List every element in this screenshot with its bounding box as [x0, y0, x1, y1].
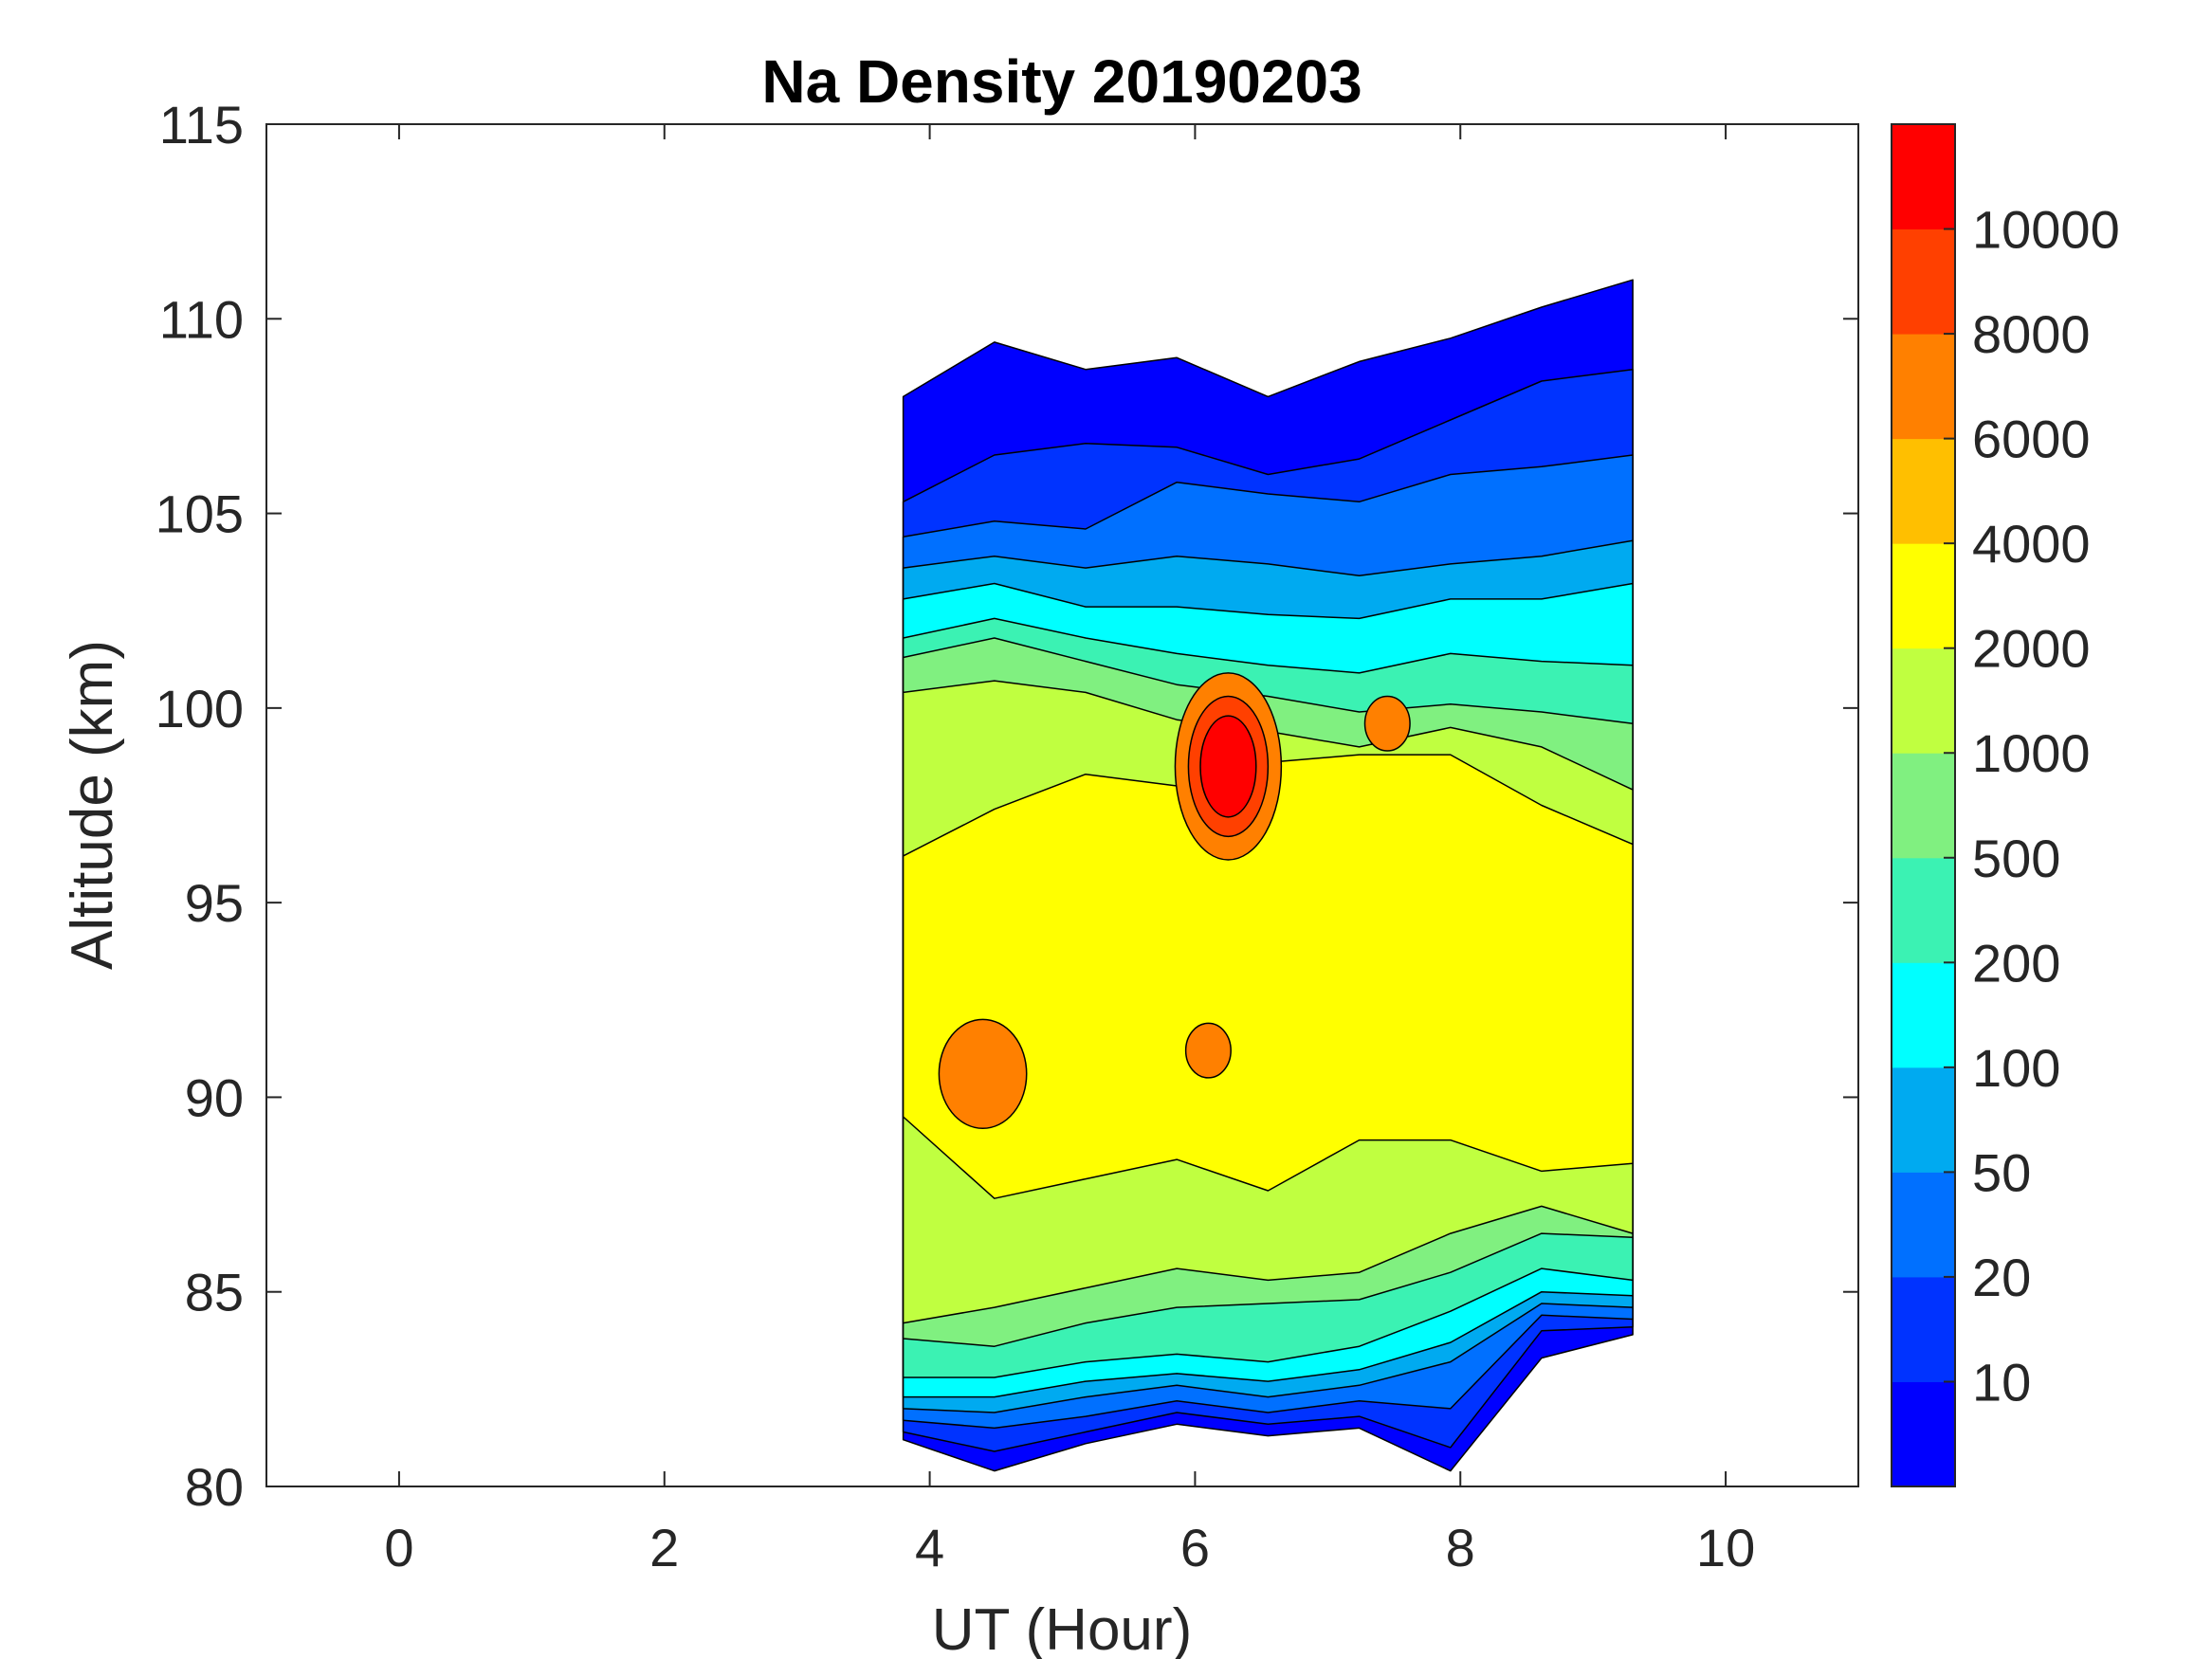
- colorbar-tick-label: 200: [1972, 933, 2060, 993]
- colorbar-tick-label: 6000: [1972, 410, 2091, 469]
- colorbar-band-11: [1892, 334, 1955, 440]
- colorbar-band-6: [1892, 857, 1955, 963]
- y-tick-label: 90: [185, 1067, 244, 1127]
- x-tick-label: 4: [915, 1518, 944, 1577]
- y-tick-label: 110: [159, 289, 244, 349]
- colorbar-tick-label: 10: [1972, 1352, 2031, 1412]
- colorbar-tick-label: 2000: [1972, 619, 2091, 679]
- colorbar-band-7: [1892, 753, 1955, 859]
- colorbar-band-3: [1892, 1172, 1955, 1278]
- x-tick-label: 2: [649, 1518, 679, 1577]
- high-density-blob: [1363, 695, 1411, 752]
- colorbar-band-13: [1892, 124, 1955, 230]
- colorbar-frame: [1891, 123, 1956, 1487]
- y-tick-label: 85: [185, 1263, 244, 1322]
- colorbar-tick-label: 100: [1972, 1038, 2060, 1098]
- plot-frame: [265, 123, 1859, 1487]
- x-axis: 0 2 4 6 8 10: [384, 124, 1755, 1577]
- y-axis-label: Altitude (km): [60, 640, 125, 970]
- colorbar-tick-label: 50: [1972, 1142, 2031, 1202]
- colorbar-tick-label: 10000: [1972, 200, 2120, 260]
- colorbar-band-9: [1892, 543, 1955, 649]
- y-tick-label: 95: [185, 873, 244, 933]
- colorbar-band-1: [1892, 1381, 1955, 1487]
- colorbar-tick-label: 8000: [1972, 304, 2091, 364]
- contour-fill-layers: [902, 279, 1634, 1472]
- colorbar-tick-label: 500: [1972, 829, 2060, 888]
- x-tick-label: 0: [384, 1518, 413, 1577]
- high-density-blob: [938, 1018, 1028, 1130]
- colorbar-tick-label: 4000: [1972, 514, 2091, 574]
- chart-title: Na Density 20190203: [761, 47, 1362, 116]
- colorbar: 10 20 50 100 200 500 1000 2000 4000 6000 8000 10000: [1891, 123, 2120, 1487]
- y-axis: 80 85 90 95 100 105 110 115: [155, 95, 1858, 1517]
- colorbar-tick-label: 1000: [1972, 723, 2091, 783]
- contour-features: [938, 672, 1411, 1130]
- high-density-blob: [1184, 1022, 1232, 1079]
- colorbar-band-10: [1892, 438, 1955, 544]
- y-tick-label: 80: [185, 1457, 244, 1517]
- x-tick-label: 8: [1446, 1518, 1475, 1577]
- x-tick-label: 10: [1696, 1518, 1755, 1577]
- colorbar-band-5: [1892, 962, 1955, 1068]
- y-tick-label: 115: [159, 95, 244, 155]
- colorbar-band-12: [1892, 228, 1955, 335]
- y-tick-label: 100: [155, 679, 244, 738]
- x-axis-label: UT (Hour): [932, 1597, 1192, 1659]
- density-peak-ring-3: [1199, 715, 1257, 818]
- colorbar-band-4: [1892, 1066, 1955, 1173]
- x-tick-label: 6: [1180, 1518, 1210, 1577]
- colorbar-band-8: [1892, 647, 1955, 754]
- y-tick-label: 105: [155, 484, 244, 544]
- colorbar-band-2: [1892, 1276, 1955, 1382]
- colorbar-tick-label: 20: [1972, 1248, 2031, 1307]
